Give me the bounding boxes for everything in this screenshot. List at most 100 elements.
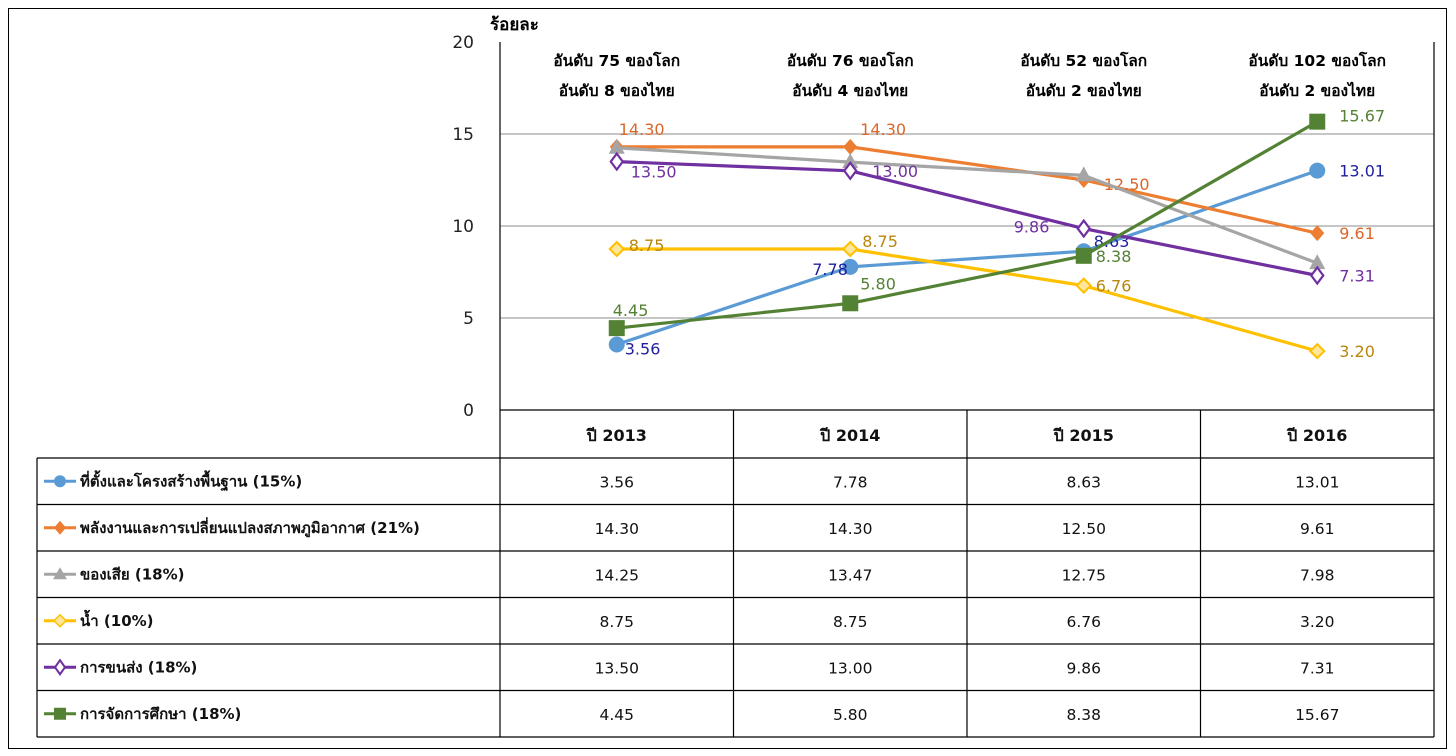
data-point <box>608 240 626 258</box>
rank-annotation: อันดับ 76 ของโลก <box>787 51 914 70</box>
data-label: 12.50 <box>1104 175 1150 194</box>
series-line <box>616 169 1318 347</box>
legend-entry: การจัดการศึกษา (18%) <box>80 705 241 723</box>
rank-annotation: อันดับ 102 ของโลก <box>1248 51 1386 70</box>
category-label: ปี 2016 <box>1286 426 1348 445</box>
table-cell: 13.47 <box>828 566 872 584</box>
data-label: 4.45 <box>613 301 649 320</box>
data-point <box>1310 225 1325 242</box>
data-label: 8.75 <box>862 232 898 251</box>
legend-entry: ที่ตั้งและโครงสร้างพื้นฐาน (15%) <box>80 469 302 491</box>
legend-key-marker <box>53 658 67 676</box>
rank-annotation: อันดับ 75 ของโลก <box>553 51 680 70</box>
series-line <box>616 247 1318 353</box>
table-cell: 12.50 <box>1062 520 1106 538</box>
data-label: 13.01 <box>1339 162 1385 181</box>
y-tick-label: 10 <box>452 217 474 237</box>
data-label: 9.61 <box>1339 224 1375 243</box>
category-label: ปี 2013 <box>585 426 647 445</box>
table-cell: 14.30 <box>828 520 872 538</box>
data-label: 3.20 <box>1339 342 1375 361</box>
data-point <box>608 138 625 154</box>
data-label: 15.67 <box>1339 107 1385 126</box>
y-tick-label: 5 <box>463 309 474 329</box>
legend-entry: ของเสีย (18%) <box>80 565 185 583</box>
table-cell: 5.80 <box>833 706 868 724</box>
table-cell: 3.20 <box>1300 613 1335 631</box>
data-label: 13.00 <box>872 162 918 181</box>
data-point <box>1309 265 1325 286</box>
table-cell: 8.63 <box>1066 473 1101 491</box>
legend-key-marker <box>54 520 66 535</box>
data-point <box>843 138 858 155</box>
data-point <box>842 258 859 275</box>
data-label: 13.50 <box>631 163 677 182</box>
data-point <box>609 151 625 172</box>
data-point <box>842 160 858 181</box>
table-cell: 14.25 <box>595 566 639 584</box>
table-cell: 8.75 <box>599 613 634 631</box>
legend-key-marker <box>52 613 68 628</box>
y-axis-title: ร้อยละ <box>490 15 539 35</box>
data-label: 9.86 <box>1014 218 1050 237</box>
data-label: 7.31 <box>1339 266 1375 285</box>
legend-entry: น้ำ (10%) <box>80 609 154 630</box>
table-cell: 15.67 <box>1295 706 1339 724</box>
y-tick-label: 20 <box>452 33 474 53</box>
data-point <box>1076 218 1092 239</box>
legend-entry: พลังงานและการเปลี่ยนแปลงสภาพภูมิอากาศ (2… <box>80 517 420 538</box>
data-label: 3.56 <box>625 339 661 358</box>
table-cell: 9.86 <box>1066 659 1101 677</box>
data-point <box>1075 166 1092 182</box>
data-label: 5.80 <box>860 274 896 293</box>
table-cell: 13.50 <box>595 659 639 677</box>
category-label: ปี 2015 <box>1052 426 1114 445</box>
rank-annotation: อันดับ 4 ของไทย <box>792 81 908 100</box>
data-point <box>1309 254 1326 270</box>
data-point <box>842 153 859 169</box>
y-tick-label: 15 <box>452 125 474 145</box>
table-cell: 8.75 <box>833 613 868 631</box>
table-cell: 3.56 <box>599 473 634 491</box>
data-label: 7.78 <box>812 260 848 279</box>
table-cell: 7.31 <box>1300 659 1335 677</box>
table-cell: 8.38 <box>1066 706 1101 724</box>
data-label: 6.76 <box>1096 277 1132 296</box>
table-cell: 7.98 <box>1300 566 1335 584</box>
data-label: 14.30 <box>860 120 906 139</box>
legend-key-marker <box>54 707 66 720</box>
data-point <box>841 240 859 258</box>
data-point <box>608 320 625 337</box>
table-cell: 13.01 <box>1295 473 1339 491</box>
table-cell: 7.78 <box>833 473 868 491</box>
legend-key-marker <box>53 567 67 580</box>
table-cell: 4.45 <box>599 706 634 724</box>
rank-annotation: อันดับ 52 ของโลก <box>1020 51 1147 70</box>
data-point <box>1309 113 1326 130</box>
data-point <box>608 336 625 353</box>
series-line <box>616 145 1318 235</box>
chart-frame <box>8 8 1447 749</box>
rank-annotation: อันดับ 2 ของไทย <box>1026 81 1142 100</box>
series-line <box>616 120 1319 330</box>
data-label: 14.30 <box>619 120 665 139</box>
data-label: 8.75 <box>629 236 665 255</box>
category-label: ปี 2014 <box>819 426 881 445</box>
table-cell: 6.76 <box>1066 613 1101 631</box>
table-cell: 13.00 <box>828 659 872 677</box>
data-label: 8.38 <box>1096 247 1132 266</box>
table-cell: 9.61 <box>1300 520 1335 538</box>
series-line <box>616 160 1318 278</box>
legend-key-marker <box>54 475 66 488</box>
rank-annotation: อันดับ 2 ของไทย <box>1259 81 1375 100</box>
rank-annotation: อันดับ 8 ของไทย <box>559 81 675 100</box>
data-point <box>1075 277 1093 295</box>
data-point <box>842 295 859 312</box>
table-cell: 14.30 <box>595 520 639 538</box>
table-cell: 12.75 <box>1062 566 1106 584</box>
legend-entry: การขนส่ง (18%) <box>80 658 197 676</box>
y-tick-label: 0 <box>463 401 474 421</box>
data-point <box>1309 162 1326 179</box>
data-point <box>1075 247 1092 264</box>
